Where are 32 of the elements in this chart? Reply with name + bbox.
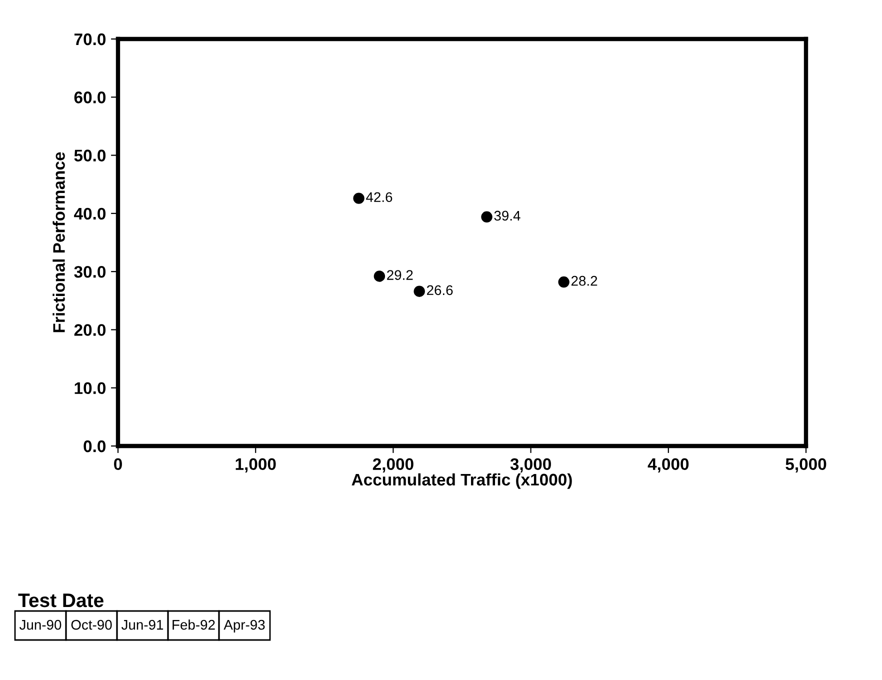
y-tick-label: 30.0	[74, 266, 106, 278]
text: Jun-90	[19, 620, 62, 630]
y-axis-title: Frictional Performance	[52, 152, 65, 332]
data-label: 39.4	[494, 210, 520, 221]
text: Jun-91	[121, 620, 164, 630]
x-tick-label: 1,000	[236, 458, 276, 472]
x-tick-label: 5,000	[786, 458, 826, 472]
point	[414, 286, 425, 297]
x-tick-label: 3,000	[510, 458, 551, 472]
text: Feb-92	[172, 620, 215, 630]
x-tick-label: 2,000	[372, 458, 414, 472]
data-label: 42.6	[366, 192, 392, 202]
data-label: 26.6	[426, 285, 453, 296]
point	[353, 192, 364, 204]
text: Oct-90	[71, 620, 112, 630]
data-label: 28.2	[571, 276, 598, 286]
point	[374, 270, 386, 282]
x-tick-label: 0	[114, 458, 122, 470]
y-tick-label: 70.0	[74, 33, 106, 46]
y-tick-label: 50.0	[74, 150, 106, 162]
point	[481, 211, 492, 223]
point	[558, 276, 570, 288]
text: Apr-93	[224, 620, 265, 632]
data-label: 29.2	[387, 270, 413, 280]
y-tick-label: 60.0	[74, 92, 106, 104]
y-tick-label: 0.0	[84, 440, 106, 452]
y-tick-label: 40.0	[74, 208, 106, 220]
x-axis-title: Accumulated Traffic (x1000)	[352, 473, 572, 489]
text: Test Date	[18, 594, 104, 608]
y-tick-label: 10.0	[74, 382, 106, 394]
x-tick-label: 4,000	[648, 458, 689, 472]
y-tick-label: 20.0	[74, 324, 106, 336]
